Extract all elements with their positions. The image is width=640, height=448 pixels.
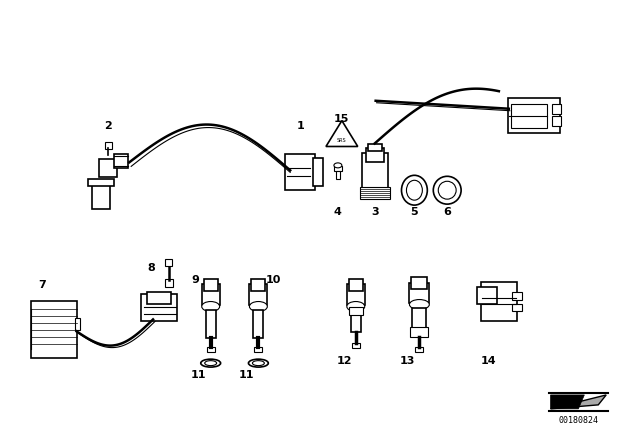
Bar — [362, 154, 388, 193]
Bar — [202, 284, 220, 306]
Bar — [477, 287, 497, 305]
Text: 8: 8 — [147, 263, 155, 273]
Polygon shape — [326, 121, 358, 146]
Bar — [74, 319, 81, 330]
Bar — [552, 116, 561, 125]
Ellipse shape — [401, 175, 428, 205]
Ellipse shape — [334, 163, 342, 168]
Bar — [204, 279, 218, 291]
Bar — [252, 279, 266, 291]
Bar — [253, 310, 263, 338]
Ellipse shape — [250, 302, 268, 311]
Bar — [255, 347, 262, 352]
Bar — [410, 283, 429, 302]
Bar — [147, 292, 171, 303]
Bar — [165, 279, 173, 287]
Bar — [207, 347, 214, 352]
Text: 13: 13 — [400, 356, 415, 366]
Bar — [336, 171, 340, 179]
Bar — [99, 159, 117, 177]
Text: 15: 15 — [334, 114, 349, 124]
Bar — [115, 155, 128, 168]
Ellipse shape — [406, 180, 422, 200]
Bar — [412, 309, 426, 330]
Bar — [412, 277, 428, 289]
Bar — [410, 327, 428, 337]
Bar — [31, 301, 77, 358]
Text: 1: 1 — [296, 121, 304, 131]
Text: 14: 14 — [481, 356, 497, 366]
Bar — [88, 179, 115, 186]
Ellipse shape — [201, 359, 221, 367]
Bar — [250, 284, 268, 306]
Text: 6: 6 — [444, 207, 451, 217]
Ellipse shape — [248, 359, 268, 367]
Bar — [415, 347, 423, 352]
Bar — [552, 104, 561, 114]
Bar — [92, 181, 110, 209]
Text: 7: 7 — [38, 280, 45, 289]
Bar — [334, 166, 342, 171]
Bar — [365, 148, 383, 162]
Text: 2: 2 — [104, 121, 112, 131]
Bar — [512, 292, 522, 300]
Text: 00180824: 00180824 — [558, 416, 598, 425]
Text: SRS: SRS — [337, 138, 347, 143]
Bar — [368, 143, 381, 151]
Circle shape — [433, 177, 461, 204]
Text: 11: 11 — [191, 370, 207, 380]
Ellipse shape — [252, 361, 264, 366]
Bar — [351, 310, 361, 332]
Bar — [360, 187, 390, 199]
Ellipse shape — [205, 361, 217, 366]
Bar — [285, 155, 315, 190]
Bar — [349, 279, 363, 291]
Ellipse shape — [202, 302, 220, 311]
Bar — [313, 159, 323, 186]
Text: 11: 11 — [239, 370, 254, 380]
Text: 5: 5 — [411, 207, 418, 217]
Bar — [205, 310, 216, 338]
Bar — [508, 98, 559, 133]
Bar — [481, 282, 516, 321]
Bar — [349, 307, 363, 315]
Ellipse shape — [347, 302, 365, 311]
Text: 9: 9 — [192, 275, 200, 284]
Bar — [314, 174, 322, 182]
Bar — [512, 303, 522, 311]
Bar — [352, 343, 360, 348]
Text: 12: 12 — [337, 356, 353, 366]
Polygon shape — [550, 395, 584, 409]
Polygon shape — [550, 395, 606, 409]
Bar — [105, 142, 112, 149]
Ellipse shape — [410, 300, 429, 310]
Bar — [511, 104, 547, 128]
Bar — [166, 259, 172, 266]
Bar — [314, 162, 322, 170]
Text: 3: 3 — [371, 207, 378, 217]
Bar — [141, 293, 177, 321]
Bar — [347, 284, 365, 306]
Circle shape — [438, 181, 456, 199]
Text: 10: 10 — [266, 275, 281, 284]
Text: 4: 4 — [334, 207, 342, 217]
